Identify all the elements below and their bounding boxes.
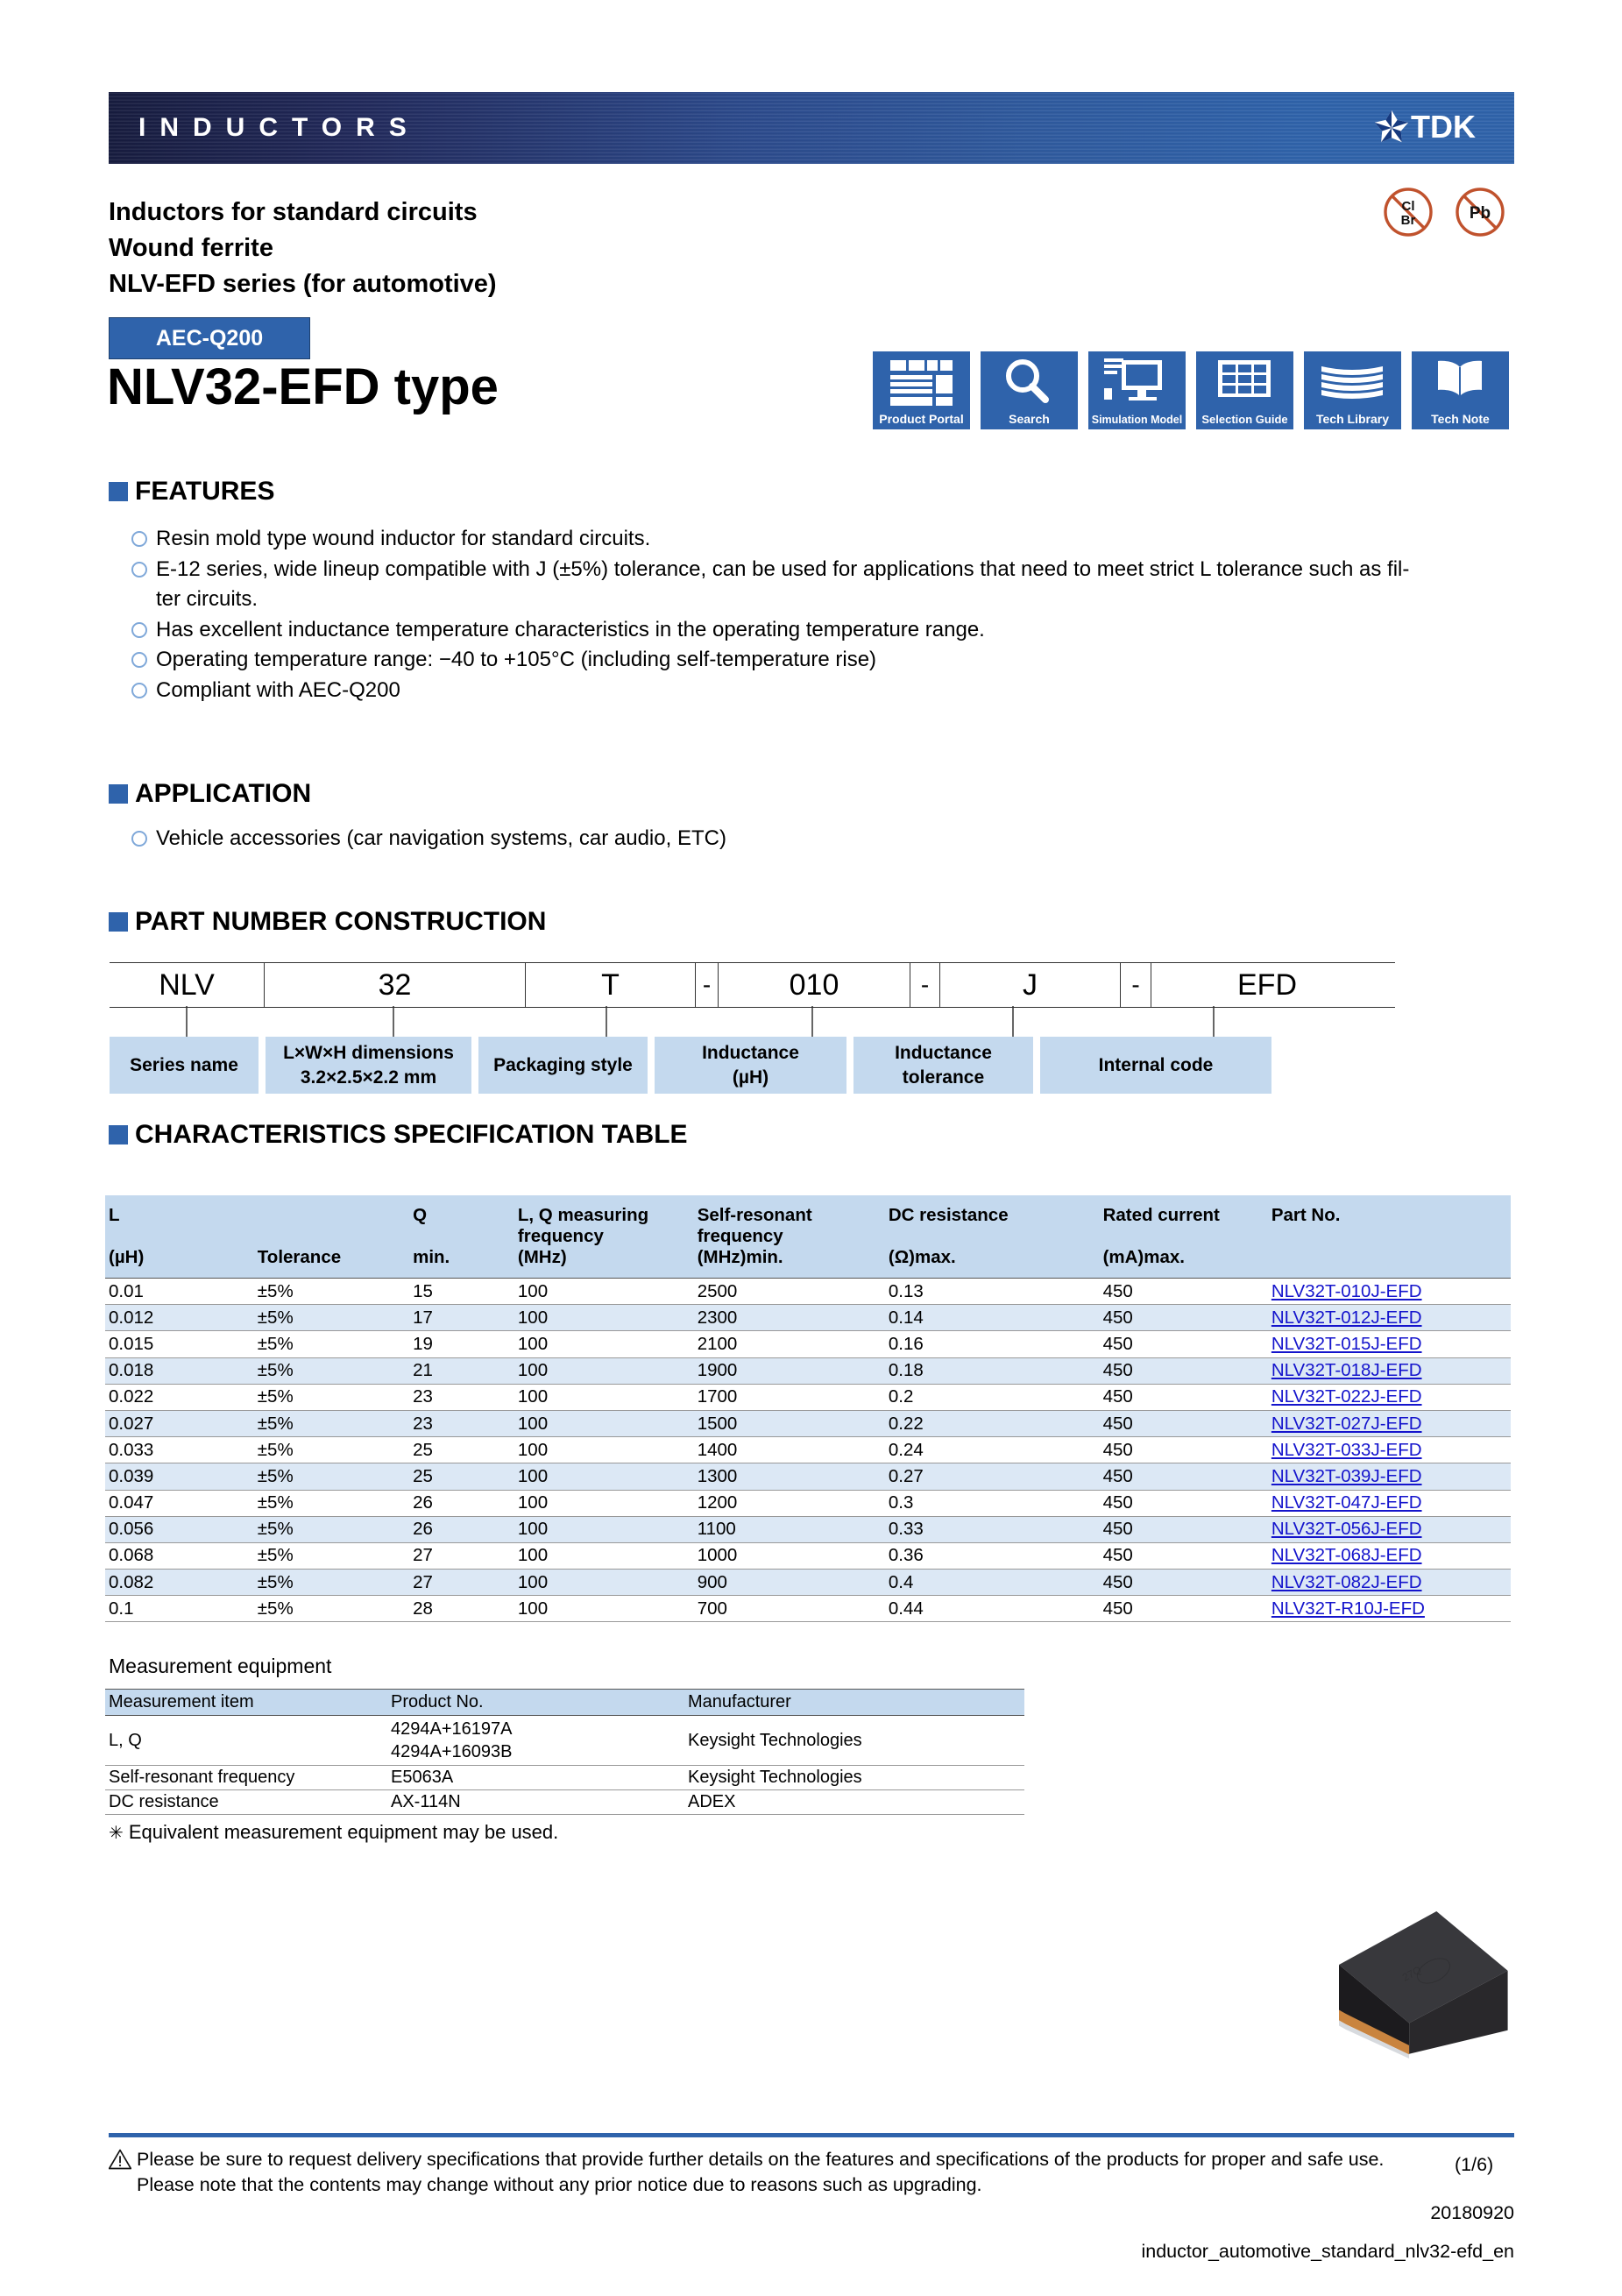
svg-text:Pb: Pb	[1470, 204, 1491, 223]
svg-text:Cl: Cl	[1402, 199, 1415, 214]
svg-text:TDK: TDK	[1411, 109, 1476, 145]
svg-text:Br: Br	[1401, 213, 1416, 228]
